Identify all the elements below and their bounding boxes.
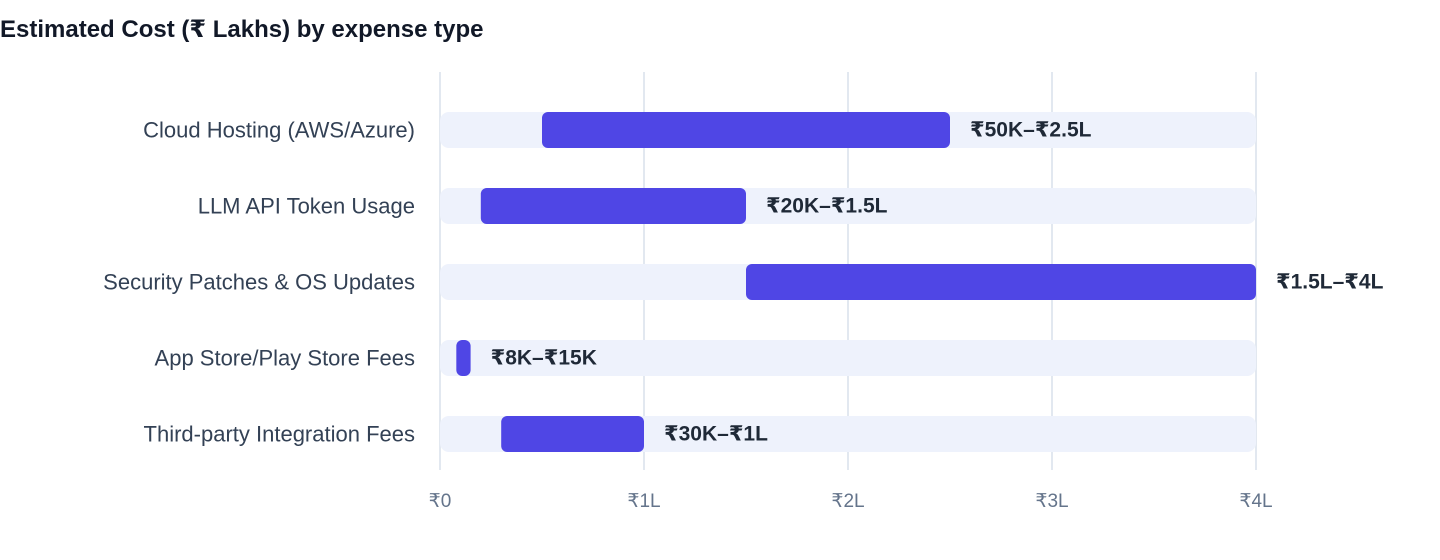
x-tick-label: ₹4L <box>1239 491 1272 512</box>
x-axis-tick-labels: ₹0 ₹1L ₹2L ₹3L ₹4L <box>429 491 1273 512</box>
range-bars <box>456 112 1256 452</box>
range-bar <box>501 416 644 452</box>
category-label: LLM API Token Usage <box>198 194 415 219</box>
category-label: Security Patches & OS Updates <box>103 270 415 295</box>
range-bar <box>456 340 471 376</box>
range-bar <box>480 188 746 224</box>
value-label: ₹1.5L–₹4L <box>1276 271 1384 294</box>
category-label: App Store/Play Store Fees <box>155 346 415 371</box>
value-label: ₹8K–₹15K <box>491 347 597 370</box>
value-labels: ₹50K–₹2.5L ₹20K–₹1.5L ₹1.5L–₹4L ₹8K–₹15K ₹30… <box>491 119 1384 446</box>
x-tick-label: ₹3L <box>1035 491 1068 512</box>
category-label: Third-party Integration Fees <box>144 422 415 447</box>
x-tick-label: ₹1L <box>627 491 660 512</box>
x-tick-label: ₹0 <box>429 491 452 512</box>
category-labels: Cloud Hosting (AWS/Azure) LLM API Token U… <box>103 118 415 447</box>
bar-track <box>440 340 1256 376</box>
value-label: ₹50K–₹2.5L <box>970 119 1092 142</box>
range-bar <box>746 264 1256 300</box>
category-label: Cloud Hosting (AWS/Azure) <box>143 118 415 143</box>
chart-title: Estimated Cost (₹ Lakhs) by expense type <box>0 16 484 43</box>
value-label: ₹30K–₹1L <box>664 423 768 446</box>
x-tick-label: ₹2L <box>831 491 864 512</box>
range-bar <box>542 112 950 148</box>
value-label: ₹20K–₹1.5L <box>766 195 888 218</box>
